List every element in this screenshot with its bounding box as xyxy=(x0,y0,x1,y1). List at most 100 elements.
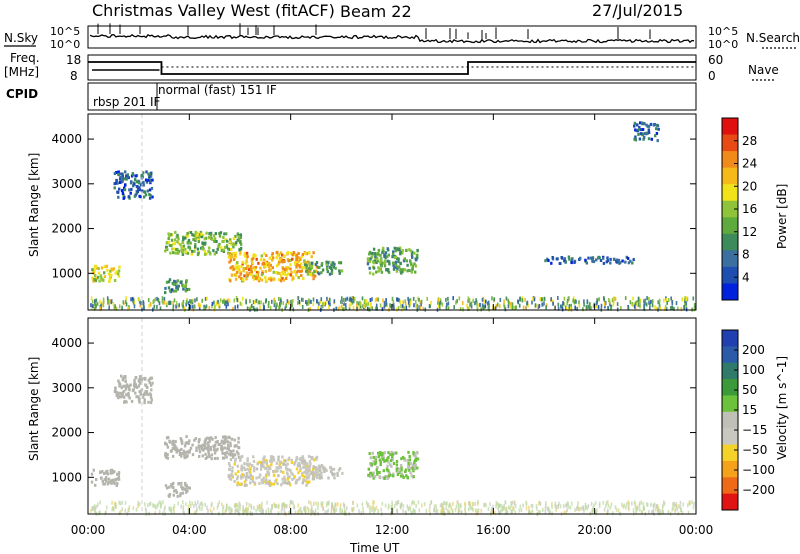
range-cell xyxy=(281,506,284,511)
range-cell xyxy=(209,231,213,235)
range-cell xyxy=(499,509,502,514)
range-cell xyxy=(213,448,216,452)
range-cell xyxy=(493,297,496,302)
range-cell xyxy=(93,508,96,513)
range-cell xyxy=(591,508,594,512)
range-cell xyxy=(393,265,396,269)
freq-trace xyxy=(88,61,696,75)
range-cell xyxy=(175,304,177,309)
range-cell xyxy=(184,483,187,487)
range-cell xyxy=(99,306,102,311)
range-cell xyxy=(231,508,233,513)
range-cell xyxy=(375,297,378,302)
y-tick-label: 2000 xyxy=(51,426,82,440)
range-cell xyxy=(213,457,217,460)
range-cell xyxy=(492,504,494,509)
range-cell xyxy=(173,298,176,303)
range-cell xyxy=(106,296,109,301)
range-cell xyxy=(225,239,229,243)
range-cell xyxy=(362,506,364,511)
range-cell xyxy=(146,386,149,389)
range-cell xyxy=(201,247,204,251)
range-cell xyxy=(632,258,635,262)
range-cell xyxy=(433,504,436,509)
range-cell xyxy=(140,301,142,306)
range-cell xyxy=(471,502,474,506)
range-cell xyxy=(275,271,278,274)
range-cell xyxy=(411,267,414,271)
range-cell xyxy=(386,259,389,263)
range-cell xyxy=(410,262,413,266)
range-cell xyxy=(208,439,211,443)
range-cell xyxy=(392,267,396,271)
range-cell xyxy=(268,300,270,305)
range-cell xyxy=(310,471,314,475)
range-cell xyxy=(194,243,197,247)
range-cell xyxy=(671,306,674,310)
range-cell xyxy=(163,297,166,301)
range-cell xyxy=(428,304,431,309)
range-cell xyxy=(121,174,124,178)
range-cell xyxy=(139,392,142,396)
range-cell xyxy=(320,501,323,506)
range-cell xyxy=(392,472,395,476)
x-tick-label: 16:00 xyxy=(476,523,511,537)
range-cell xyxy=(228,510,231,515)
range-cell xyxy=(267,277,271,281)
range-cell xyxy=(412,507,415,512)
range-cell xyxy=(147,298,150,303)
range-cell xyxy=(281,253,284,257)
range-cell xyxy=(373,259,376,263)
range-cell xyxy=(245,501,248,506)
range-cell xyxy=(285,304,287,308)
range-cell xyxy=(198,305,201,310)
range-cell xyxy=(325,263,328,267)
range-cell xyxy=(220,246,223,250)
range-cell xyxy=(260,278,264,282)
range-cell xyxy=(654,134,657,138)
range-cell xyxy=(391,452,394,456)
range-cell xyxy=(149,395,153,399)
colorbar-tick-label: 4 xyxy=(742,270,750,284)
range-cell xyxy=(514,510,517,515)
range-cell xyxy=(279,483,283,487)
range-cell xyxy=(579,256,582,260)
range-cell xyxy=(298,264,301,268)
range-cell xyxy=(264,459,267,463)
range-cell xyxy=(283,475,286,479)
range-cell xyxy=(657,300,659,305)
range-cell xyxy=(180,504,182,509)
range-cell xyxy=(184,250,188,254)
range-cell xyxy=(237,470,240,473)
range-cell xyxy=(369,257,372,261)
range-cell xyxy=(393,306,395,311)
colorbar-segment xyxy=(722,167,738,185)
range-cell xyxy=(204,502,206,507)
range-cell xyxy=(412,296,415,301)
range-cell xyxy=(373,510,375,515)
range-cell xyxy=(150,388,153,392)
range-cell xyxy=(177,304,179,309)
range-cell xyxy=(263,466,267,470)
range-cell xyxy=(303,475,306,479)
range-cell xyxy=(378,268,382,272)
range-cell xyxy=(285,466,288,470)
range-cell xyxy=(693,501,695,506)
range-cell xyxy=(377,297,379,302)
range-cell xyxy=(237,436,240,440)
range-cell xyxy=(405,305,408,310)
range-cell xyxy=(385,268,388,272)
range-cell xyxy=(174,289,178,293)
range-cell xyxy=(219,298,222,303)
range-cell xyxy=(230,243,233,247)
range-cell xyxy=(243,468,247,472)
range-cell xyxy=(330,271,333,275)
range-cell xyxy=(368,505,371,510)
range-cell xyxy=(312,473,315,477)
range-cell xyxy=(213,237,217,241)
range-cell xyxy=(115,390,118,394)
range-cell xyxy=(666,300,668,305)
range-cell xyxy=(389,463,392,467)
range-cell xyxy=(235,444,238,448)
range-cell xyxy=(172,307,174,312)
